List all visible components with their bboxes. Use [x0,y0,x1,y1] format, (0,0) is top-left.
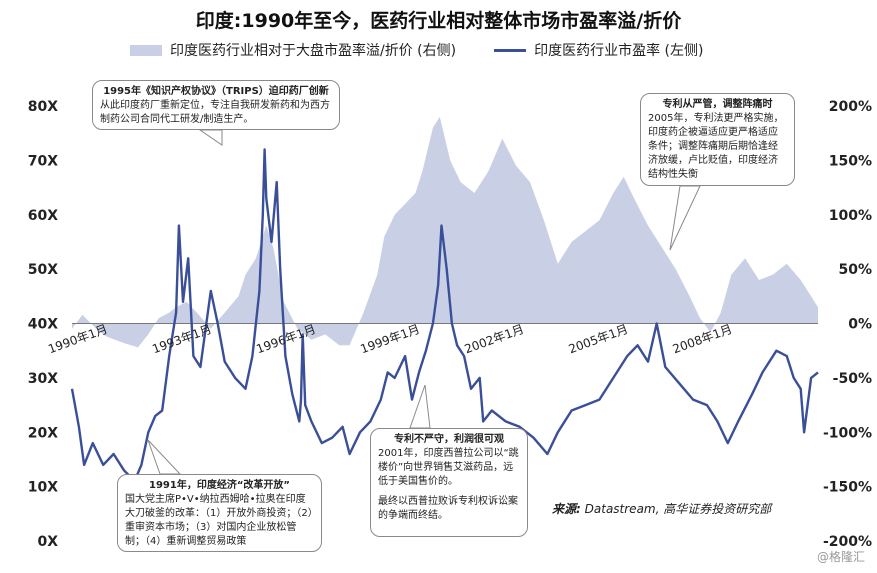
legend-area-swatch [130,44,162,56]
callout-liberalization-body: 国大党主席P•V•纳拉西姆哈•拉奥在印度大刀破釜的改革：（1）开放外商投资；（2… [125,494,313,547]
page-title: 印度:1990年至今，医药行业相对整体市场市盈率溢/折价 [195,10,682,32]
left-axis-tick-label: 60X [28,208,58,224]
source-label: 来源: [552,502,581,516]
callout-patent-strict-title: 专利从严管，调整阵痛时 [662,99,773,110]
right-axis-tick-label: 200% [829,99,872,115]
right-axis-tick-label: -100% [823,425,872,441]
callout-pointer [147,439,182,475]
pe-line [70,148,819,483]
callout-trips: 1995年《知识产权协议》（TRIPS）迫印药厂创新 从此印度药厂重新定位，专注… [92,80,340,130]
x-axis-tick-label: 1999年1月 [359,322,422,356]
right-axis-tick-label: 100% [829,208,872,224]
left-axis-tick-label: 20X [28,425,58,441]
left-axis-tick-label: 40X [28,317,58,333]
pe-line-series [70,148,819,483]
right-axis-tick-label: 150% [829,153,872,169]
x-axis-tick-label: 2008年1月 [671,322,734,356]
callout-patent-lax-body2: 最终以西普拉败诉专利权诉讼案的争端而终结。 [378,496,518,521]
left-axis-tick-label: 80X [28,99,58,115]
callout-patent-lax-title: 专利不严守，利润很可观 [394,434,504,445]
x-axis-tick-label: 2005年1月 [567,322,630,356]
left-axis-tick-label: 10X [28,480,58,496]
left-axis: 0X 10X 20X 30X 40X 50X 60X 70X 80X [28,99,58,550]
callout-trips-title: 1995年《知识产权协议》（TRIPS）迫印药厂创新 [103,86,329,97]
callout-pointers [147,129,701,475]
right-axis-tick-label: -200% [823,534,872,550]
callout-patent-strict: 专利从严管，调整阵痛时 2005年，专利法更严格实施，印度药企被逼适应更严格适应… [640,93,795,186]
legend-line-label: 印度医药行业市盈率 (左侧) [534,43,704,59]
right-axis-tick-label: 0% [848,317,872,333]
callout-patent-strict-body: 2005年，专利法更严格实施，印度药企被逼适应更严格适应条件；调整阵痛期后期恰逢… [648,113,784,180]
chart-legend: 印度医药行业相对于大盘市盈率溢/折价 (右侧) 印度医药行业市盈率 (左侧) [130,40,703,60]
callout-trips-body: 从此印度药厂重新定位，专注自我研发新药和为西方制药公司合同代工研发/制造生产。 [100,100,330,125]
watermark: @格隆汇 [816,550,865,564]
callout-patent-lax: 专利不严守，利润很可观 2001年，印度西普拉公司以“跳楼价”向世界销售艾滋药品… [370,428,528,537]
left-axis-tick-label: 70X [28,153,58,169]
left-axis-tick-label: 50X [28,262,58,278]
legend-area-label: 印度医药行业相对于大盘市盈率溢/折价 (右侧) [170,43,457,59]
right-axis-tick-label: -150% [823,480,872,496]
callout-liberalization: 1991年，印度经济“改革开放” 国大党主席P•V•纳拉西姆哈•拉奥在印度大刀破… [117,474,322,552]
callout-patent-lax-body: 2001年，印度西普拉公司以“跳楼价”向世界销售艾滋药品，远低于美国售价的。 [378,448,519,487]
right-axis: -200% -150% -100% -50% 0% 50% 100% 150% 200% [823,99,872,550]
left-axis-tick-label: 0X [37,534,58,550]
source-text: Datastream, 高华证券投资研究部 [584,502,772,516]
right-axis-tick-label: 50% [838,262,872,278]
legend-line-swatch [494,48,527,52]
callout-pointer [198,129,223,146]
callout-liberalization-title: 1991年，印度经济“改革开放” [149,480,290,491]
right-axis-tick-label: -50% [833,371,872,387]
callout-pointer [669,185,701,251]
source-note: 来源: Datastream, 高华证券投资研究部 [552,500,771,517]
left-axis-tick-label: 30X [28,371,58,387]
x-axis-tick-label: 2002年1月 [463,322,526,356]
